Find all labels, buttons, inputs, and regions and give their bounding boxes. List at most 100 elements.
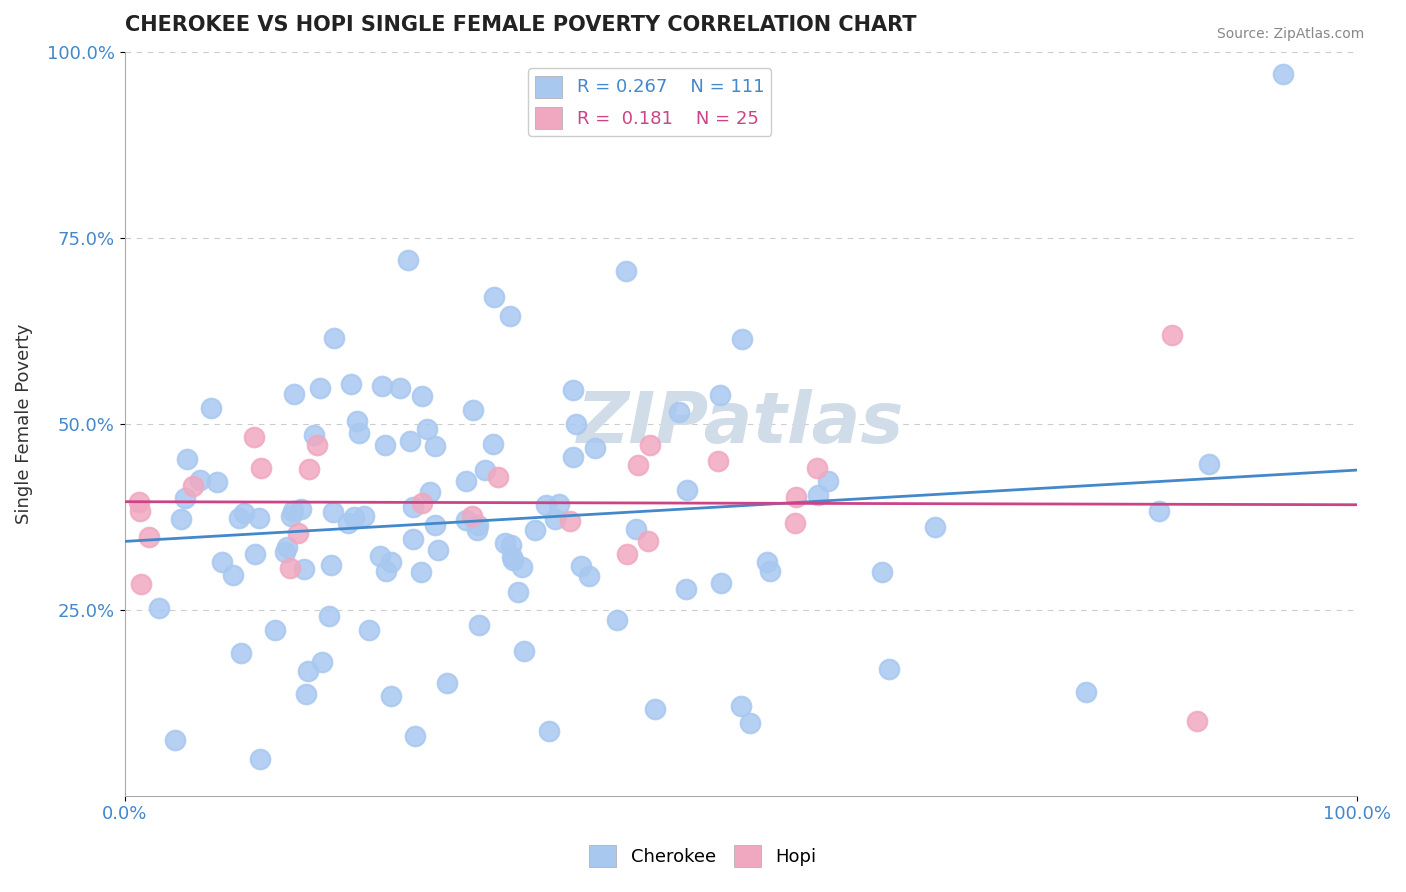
Y-axis label: Single Female Poverty: Single Female Poverty	[15, 324, 32, 524]
Point	[675, 582, 697, 596]
Point	[222, 568, 245, 582]
Point	[264, 623, 287, 637]
Point	[675, 483, 697, 498]
Point	[499, 538, 522, 552]
Point	[278, 560, 301, 574]
Point	[370, 549, 392, 563]
Point	[707, 454, 730, 468]
Point	[463, 403, 485, 417]
Point	[817, 474, 839, 488]
Point	[499, 309, 522, 323]
Point	[561, 450, 583, 464]
Point	[461, 508, 484, 523]
Point	[305, 438, 328, 452]
Point	[276, 540, 298, 554]
Point	[343, 509, 366, 524]
Point	[870, 566, 893, 580]
Point	[250, 461, 273, 475]
Point	[668, 405, 690, 419]
Point	[405, 729, 427, 743]
Point	[614, 264, 637, 278]
Point	[411, 389, 433, 403]
Point	[513, 644, 536, 658]
Point	[247, 510, 270, 524]
Point	[710, 576, 733, 591]
Point	[280, 508, 302, 523]
Point	[467, 518, 489, 533]
Point	[1198, 457, 1220, 471]
Point	[297, 664, 319, 678]
Point	[583, 441, 606, 455]
Point	[1074, 684, 1097, 698]
Point	[304, 428, 326, 442]
Point	[468, 617, 491, 632]
Point	[877, 662, 900, 676]
Point	[287, 525, 309, 540]
Point	[211, 555, 233, 569]
Point	[396, 253, 419, 268]
Point	[243, 430, 266, 444]
Point	[562, 384, 585, 398]
Point	[283, 386, 305, 401]
Point	[638, 437, 661, 451]
Point	[785, 490, 807, 504]
Point	[371, 379, 394, 393]
Point	[578, 569, 600, 583]
Point	[165, 732, 187, 747]
Point	[616, 547, 638, 561]
Point	[1161, 327, 1184, 342]
Point	[544, 512, 567, 526]
Point	[456, 474, 478, 488]
Point	[322, 331, 344, 345]
Point	[740, 716, 762, 731]
Point	[534, 498, 557, 512]
Point	[173, 491, 195, 506]
Point	[295, 687, 318, 701]
Point	[398, 434, 420, 448]
Point	[249, 751, 271, 765]
Point	[322, 505, 344, 519]
Legend: Cherokee, Hopi: Cherokee, Hopi	[582, 838, 824, 874]
Point	[484, 290, 506, 304]
Legend: R = 0.267    N = 111, R =  0.181    N = 25: R = 0.267 N = 111, R = 0.181 N = 25	[529, 69, 772, 136]
Point	[200, 401, 222, 415]
Point	[1185, 714, 1208, 729]
Point	[346, 414, 368, 428]
Point	[419, 485, 441, 500]
Point	[547, 498, 569, 512]
Point	[709, 388, 731, 402]
Point	[176, 452, 198, 467]
Point	[181, 478, 204, 492]
Point	[389, 381, 412, 395]
Point	[558, 514, 581, 528]
Point	[375, 564, 398, 578]
Point	[606, 613, 628, 627]
Point	[337, 516, 360, 530]
Point	[308, 381, 330, 395]
Point	[353, 508, 375, 523]
Point	[274, 545, 297, 559]
Point	[565, 417, 588, 431]
Point	[416, 422, 439, 436]
Point	[783, 516, 806, 531]
Point	[402, 533, 425, 547]
Point	[128, 504, 150, 518]
Point	[148, 600, 170, 615]
Point	[510, 560, 533, 574]
Point	[374, 437, 396, 451]
Point	[730, 699, 752, 714]
Point	[347, 426, 370, 441]
Point	[506, 585, 529, 599]
Point	[436, 676, 458, 690]
Point	[297, 462, 319, 476]
Point	[759, 564, 782, 578]
Point	[411, 496, 433, 510]
Point	[644, 702, 666, 716]
Point	[502, 553, 524, 567]
Point	[311, 655, 333, 669]
Point	[482, 437, 505, 451]
Point	[425, 517, 447, 532]
Point	[537, 723, 560, 738]
Point	[290, 502, 312, 516]
Point	[637, 533, 659, 548]
